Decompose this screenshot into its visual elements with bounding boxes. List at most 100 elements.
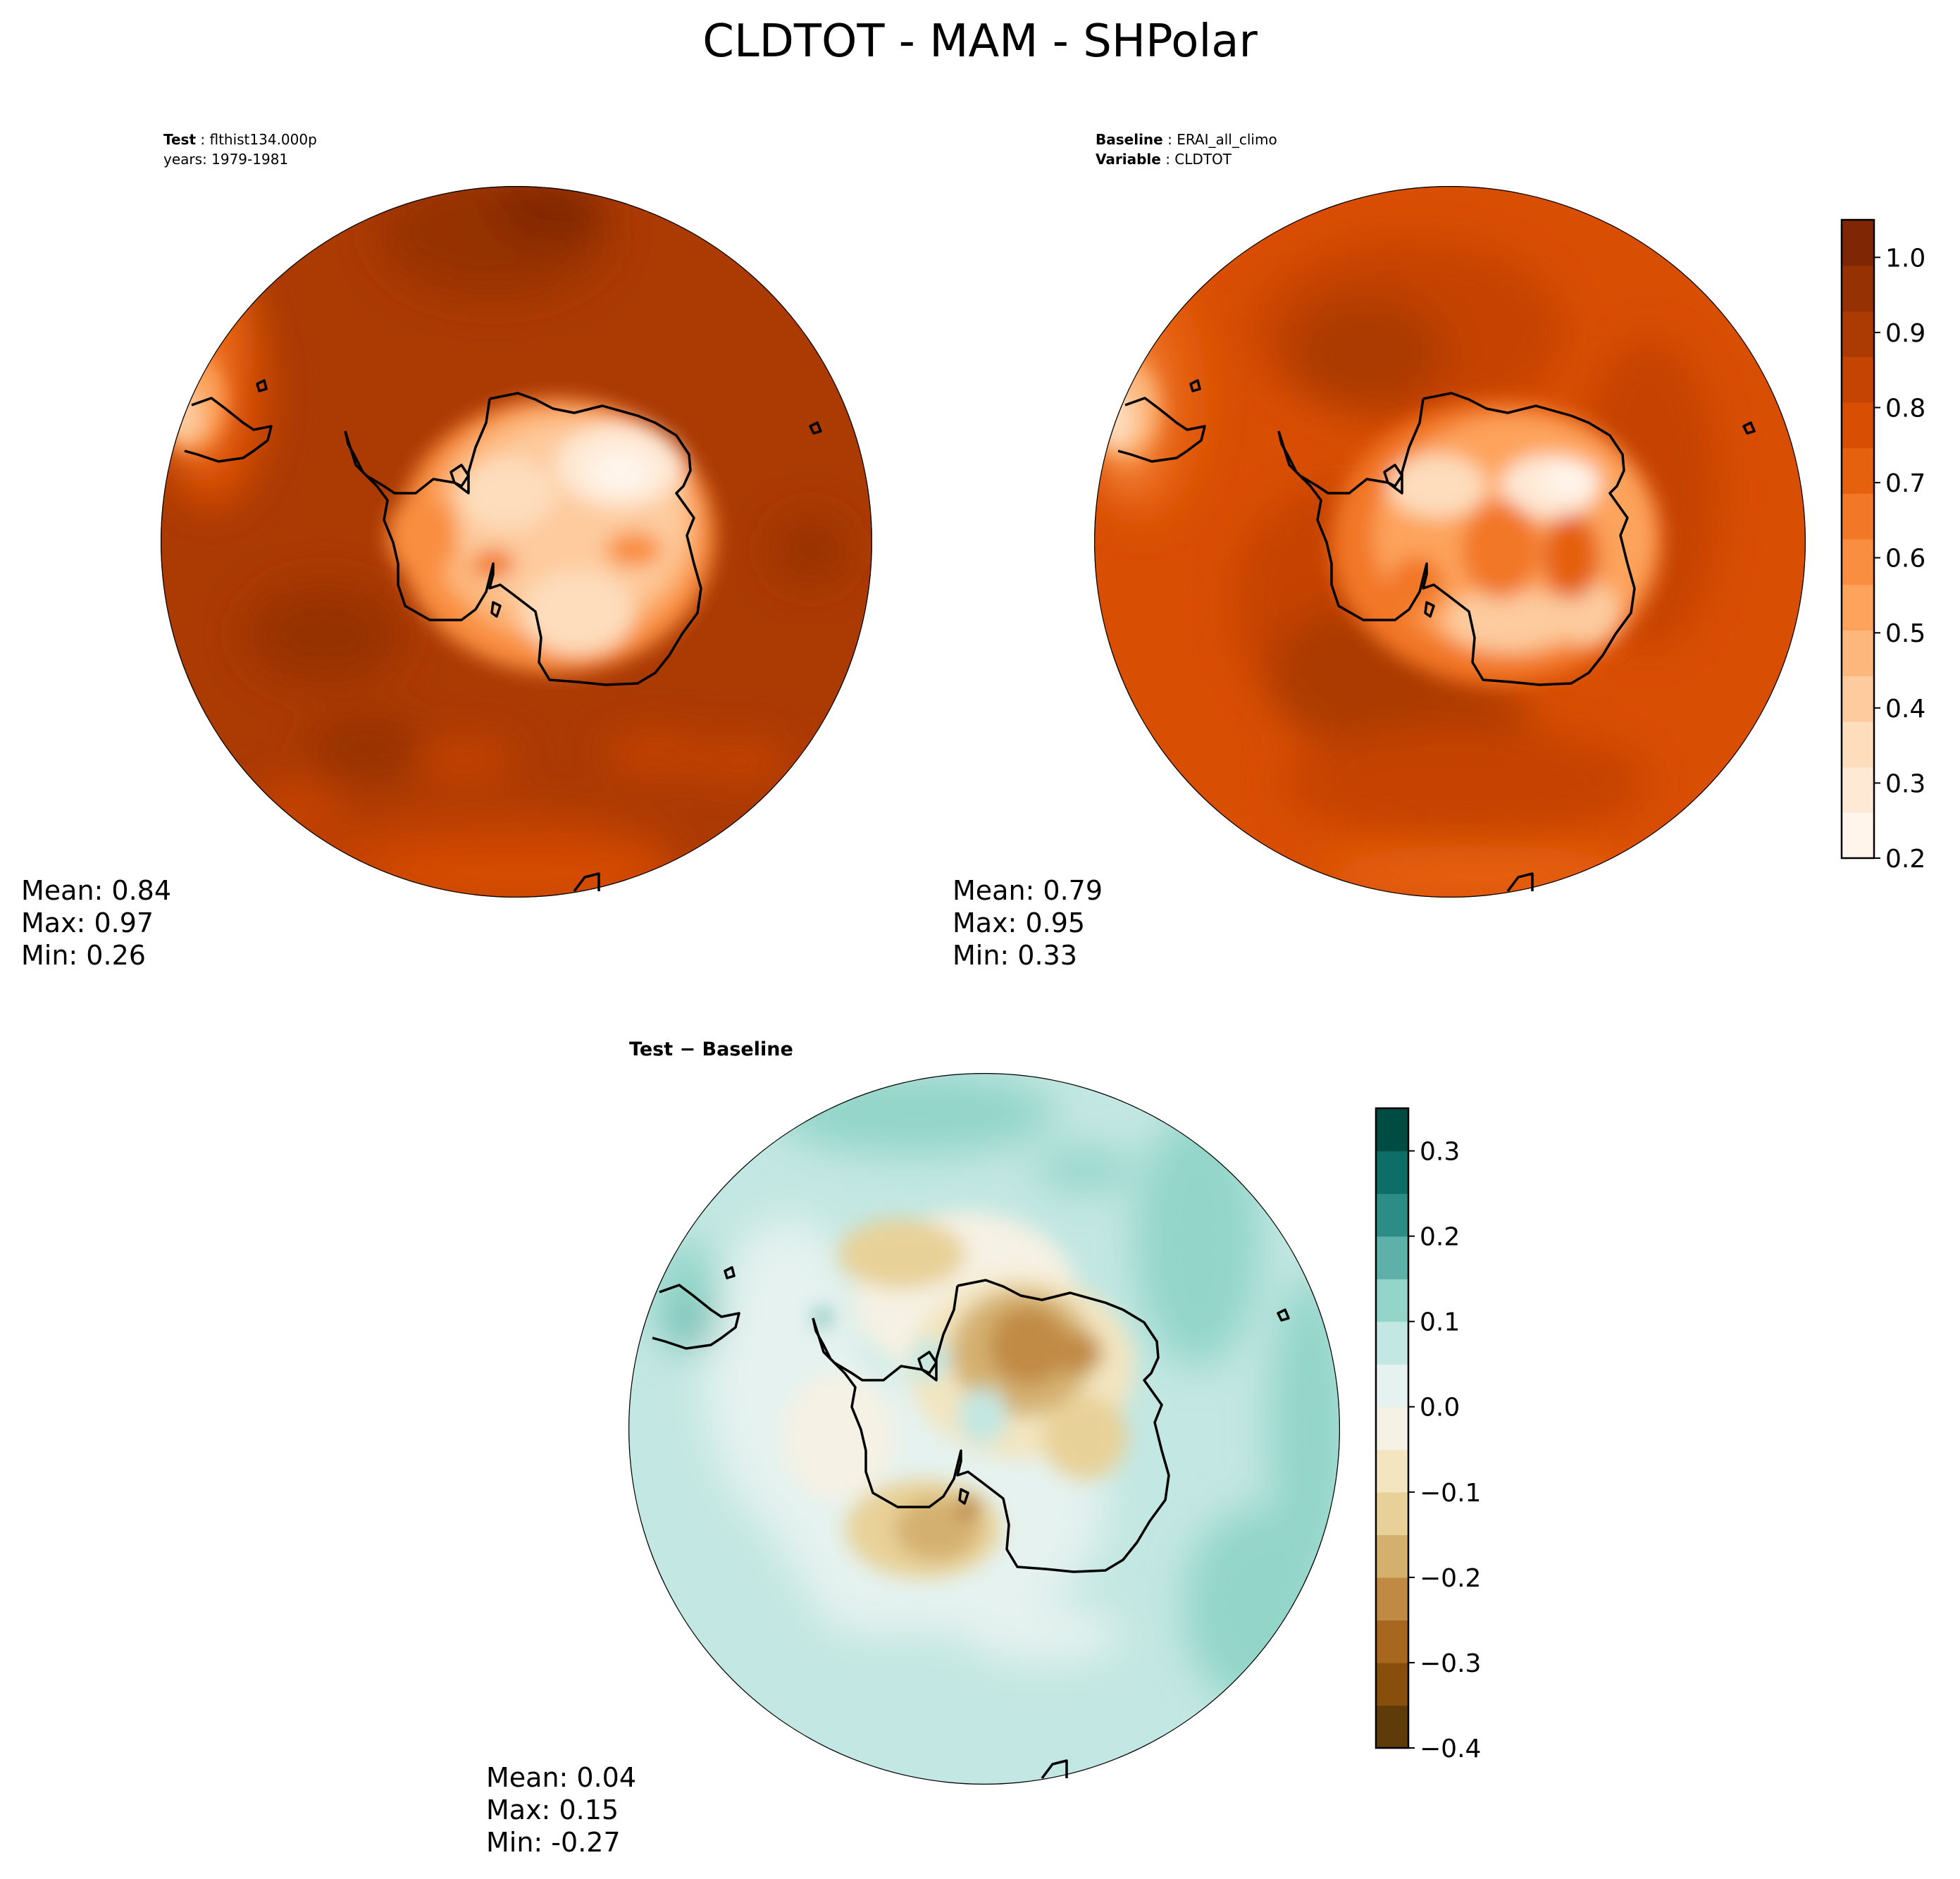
panel-difference-header: Test − Baseline — [629, 1038, 793, 1060]
colorbar-cloud-fraction-tick-label: 0.9 — [1885, 319, 1925, 348]
colorbar-difference-tick-label: −0.4 — [1420, 1735, 1481, 1763]
stats-baseline-max: Max: 0.95 — [953, 907, 1085, 938]
figure-title: CLDTOT - MAM - SHPolar — [702, 15, 1258, 68]
colorbar-difference-block — [1376, 1662, 1408, 1706]
colorbar-difference-block — [1376, 1449, 1408, 1493]
stats-test-max: Max: 0.97 — [21, 907, 154, 938]
colorbar-cloud-fraction-block — [1842, 447, 1874, 494]
coastline-difference-peninsula-tip — [812, 1285, 959, 1382]
colorbar-cloud-fraction: 0.2 0.3 0.4 0.5 0.6 0.7 0.8 0.9 1.0 — [1840, 218, 1925, 874]
coastline-difference-island-4 — [958, 1488, 969, 1505]
stats-difference-min: Min: -0.27 — [486, 1827, 621, 1858]
panel-test-header-1-sep: : — [196, 131, 209, 148]
colorbar-cloud-fraction-block — [1842, 539, 1874, 585]
colorbar-cloud-fraction-block — [1842, 356, 1874, 403]
colorbar-cloud-fraction-block — [1842, 402, 1874, 449]
panel-baseline-header-1-text: ERAI_all_climo — [1177, 131, 1277, 148]
colorbar-difference-tick-label: 0.3 — [1420, 1138, 1460, 1167]
panel-baseline-header-1: Baseline : ERAI_all_climo — [1096, 131, 1277, 148]
colorbar-cloud-fraction-tick-label: 0.6 — [1885, 545, 1925, 573]
panel-test-header-2: years: 1979-1981 — [163, 151, 288, 168]
colorbar-difference-block — [1376, 1108, 1408, 1152]
coastline-difference-island-1 — [1277, 1308, 1290, 1322]
panel-test-header-1-bold: Test — [163, 131, 196, 148]
panel-baseline: Baseline : ERAI_all_climo Variable : CLD… — [953, 131, 1806, 971]
panel-test: Test : flthist134.000p years: 1979-1981 — [21, 131, 872, 971]
colorbar-cloud-fraction-tick-label: 0.5 — [1885, 619, 1925, 648]
coastline-test-island-1 — [809, 421, 822, 435]
colorbar-cloud-fraction-block — [1842, 676, 1874, 722]
colorbar-difference-block — [1376, 1406, 1408, 1450]
panel-test-header-1: Test : flthist134.000p — [163, 131, 317, 148]
coastline-test-island-2 — [256, 379, 268, 392]
colorbar-cloud-fraction-ticks: 0.2 0.3 0.4 0.5 0.6 0.7 0.8 0.9 1.0 — [1874, 244, 1925, 874]
colorbar-difference-ticks: −0.4 −0.3 −0.2 −0.1 0.0 0.1 0.2 0.3 — [1408, 1138, 1481, 1763]
colorbar-cloud-fraction-block — [1842, 630, 1874, 676]
coastline-test-island-3 — [573, 872, 600, 893]
colorbar-cloud-fraction-tick-label: 0.3 — [1885, 769, 1925, 798]
colorbar-difference-tick-label: 0.2 — [1420, 1223, 1460, 1252]
colorbar-difference-tick-label: −0.1 — [1420, 1479, 1481, 1508]
coastline-baseline-island-4 — [1424, 601, 1435, 618]
stats-baseline-min: Min: 0.33 — [953, 940, 1077, 971]
coastline-test-south-america — [184, 397, 273, 463]
colorbar-cloud-fraction-tick-label: 0.2 — [1885, 845, 1925, 874]
colorbar-cloud-fraction-block — [1842, 721, 1874, 768]
colorbar-difference-block — [1376, 1492, 1408, 1535]
colorbar-difference-block — [1376, 1321, 1408, 1365]
panel-difference: Test − Baseline — [486, 1038, 1340, 1858]
map-difference-antarctica — [782, 1212, 1134, 1578]
panel-baseline-header-2-bold: Variable — [1096, 151, 1161, 168]
colorbar-difference-block — [1376, 1534, 1408, 1578]
colorbar-cloud-fraction-blocks — [1842, 220, 1874, 859]
panel-baseline-header-1-bold: Baseline — [1096, 131, 1163, 148]
coastline-test — [184, 379, 822, 893]
coastline-difference-island-2 — [724, 1266, 736, 1279]
colorbar-cloud-fraction-block — [1842, 220, 1874, 266]
coastline-difference-south-america — [652, 1284, 740, 1350]
colorbar-difference-block — [1376, 1151, 1408, 1194]
coastline-baseline-peninsula-tip — [1277, 398, 1425, 495]
colorbar-cloud-fraction-tick-label: 1.0 — [1885, 244, 1925, 273]
panel-baseline-header-2: Variable : CLDTOT — [1096, 151, 1232, 168]
map-baseline — [1094, 186, 1806, 898]
panel-baseline-header-1-sep: : — [1163, 131, 1177, 148]
coastline-difference-antarctica — [812, 1279, 1170, 1573]
colorbar-difference-block — [1376, 1577, 1408, 1620]
coastline-difference-island-3 — [1041, 1759, 1068, 1780]
panel-test-header-1-text: flthist134.000p — [209, 131, 316, 148]
coastline-baseline-south-america — [1117, 397, 1206, 463]
colorbar-cloud-fraction-block — [1842, 265, 1874, 312]
colorbar-difference-block — [1376, 1193, 1408, 1237]
colorbar-difference-tick-label: 0.1 — [1420, 1308, 1460, 1337]
coastline-baseline — [1117, 379, 1756, 893]
stats-difference-max: Max: 0.15 — [486, 1794, 619, 1825]
coastline-test-island-4 — [490, 601, 502, 618]
colorbar-difference-block — [1376, 1364, 1408, 1408]
colorbar-difference-tick-label: −0.3 — [1420, 1649, 1481, 1678]
stats-test-mean: Mean: 0.84 — [21, 875, 171, 906]
panel-baseline-header-2-sep: : — [1161, 151, 1174, 168]
colorbar-cloud-fraction-tick-label: 0.8 — [1885, 394, 1925, 423]
stats-baseline-mean: Mean: 0.79 — [953, 875, 1103, 906]
coastline-test-antarctica — [344, 392, 702, 686]
coastline-baseline-ross-island — [1383, 464, 1403, 488]
colorbar-difference-blocks — [1376, 1108, 1408, 1749]
colorbar-cloud-fraction-block — [1842, 584, 1874, 631]
colorbar-cloud-fraction-tick-label: 0.7 — [1885, 469, 1925, 498]
coastline-baseline-antarctica — [1277, 392, 1636, 686]
stats-test-min: Min: 0.26 — [21, 940, 146, 971]
colorbar-difference-block — [1376, 1620, 1408, 1663]
coastline-baseline-island-1 — [1742, 421, 1756, 435]
colorbar-difference-block — [1376, 1236, 1408, 1279]
colorbar-cloud-fraction-tick-label: 0.4 — [1885, 695, 1925, 724]
colorbar-difference-frame — [1375, 1107, 1410, 1749]
panel-baseline-header-2-text: CLDTOT — [1174, 151, 1232, 168]
map-difference — [628, 1073, 1340, 1785]
colorbar-difference-tick-label: −0.2 — [1420, 1564, 1481, 1593]
colorbar-cloud-fraction-block — [1842, 812, 1874, 859]
stats-difference-mean: Mean: 0.04 — [486, 1762, 636, 1793]
coastline-difference-ross-island — [917, 1351, 938, 1375]
coastline-baseline-island-3 — [1506, 872, 1534, 893]
